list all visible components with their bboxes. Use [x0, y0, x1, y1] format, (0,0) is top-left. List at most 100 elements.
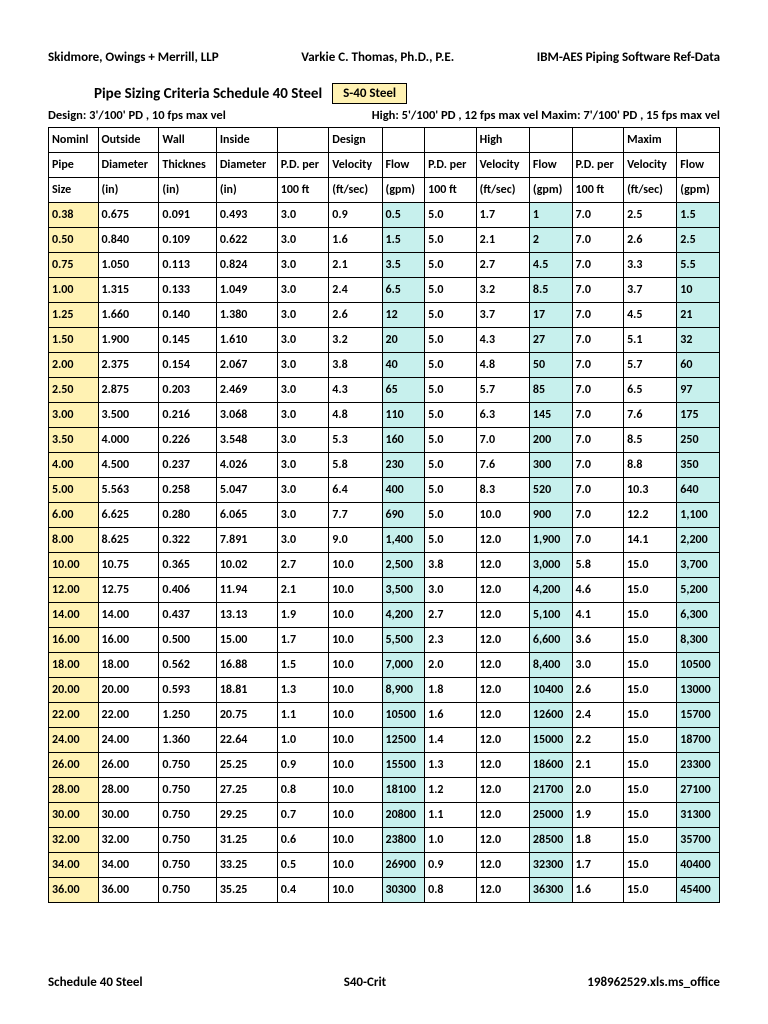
table-cell: 40400 — [677, 853, 720, 878]
table-cell: 0.750 — [159, 828, 216, 853]
table-cell: 12.0 — [476, 578, 529, 603]
table-cell: 4.000 — [98, 428, 159, 453]
table-cell: 0.258 — [159, 478, 216, 503]
table-cell: 34.00 — [49, 853, 99, 878]
table-row: 32.0032.000.75031.250.610.0238001.012.02… — [49, 828, 720, 853]
table-cell: 1.25 — [49, 303, 99, 328]
column-header: Velocity — [329, 153, 382, 178]
table-cell: 1,100 — [677, 503, 720, 528]
table-cell: 10500 — [677, 653, 720, 678]
table-cell: 10.0 — [329, 803, 382, 828]
table-cell: 20 — [382, 328, 425, 353]
table-cell: 3.00 — [49, 403, 99, 428]
table-row: 3.003.5000.2163.0683.04.81105.06.31457.0… — [49, 403, 720, 428]
table-cell: 15700 — [677, 703, 720, 728]
table-cell: 7.0 — [572, 203, 624, 228]
table-cell: 3.0 — [277, 228, 329, 253]
table-cell: 7.6 — [476, 453, 529, 478]
table-cell: 2.875 — [98, 378, 159, 403]
table-cell: 0.750 — [159, 803, 216, 828]
table-cell: 1.610 — [216, 328, 277, 353]
table-cell: 1.315 — [98, 278, 159, 303]
table-cell: 10.3 — [624, 478, 677, 503]
table-cell: 2,500 — [382, 553, 425, 578]
table-row: 30.0030.000.75029.250.710.0208001.112.02… — [49, 803, 720, 828]
table-cell: 0.4 — [277, 878, 329, 903]
footer-center: S40-Crit — [344, 975, 387, 990]
table-cell: 1.1 — [277, 703, 329, 728]
table-cell: 15.0 — [624, 653, 677, 678]
table-cell: 15.0 — [624, 753, 677, 778]
column-header — [529, 128, 572, 153]
column-header: Maxim — [624, 128, 677, 153]
table-cell: 9.0 — [329, 528, 382, 553]
table-cell: 32.00 — [98, 828, 159, 853]
table-cell: 3.7 — [476, 303, 529, 328]
table-cell: 33.25 — [216, 853, 277, 878]
table-row: 1.501.9000.1451.6103.03.2205.04.3277.05.… — [49, 328, 720, 353]
column-header: (ft/sec) — [624, 178, 677, 203]
table-cell: 5.0 — [425, 328, 477, 353]
table-cell: 0.145 — [159, 328, 216, 353]
table-cell: 4.500 — [98, 453, 159, 478]
table-cell: 31.25 — [216, 828, 277, 853]
column-header — [425, 128, 477, 153]
table-cell: 15.0 — [624, 628, 677, 653]
table-cell: 10.0 — [329, 878, 382, 903]
table-cell: 5.0 — [425, 378, 477, 403]
table-cell: 50 — [529, 353, 572, 378]
table-cell: 2.1 — [277, 578, 329, 603]
table-cell: 0.9 — [277, 753, 329, 778]
table-cell: 4.5 — [529, 253, 572, 278]
table-cell: 0.140 — [159, 303, 216, 328]
column-header: Pipe — [49, 153, 99, 178]
table-cell: 5.5 — [677, 253, 720, 278]
table-cell: 20.75 — [216, 703, 277, 728]
table-cell: 8.5 — [529, 278, 572, 303]
table-cell: 5.0 — [425, 278, 477, 303]
table-cell: 8.3 — [476, 478, 529, 503]
table-cell: 0.622 — [216, 228, 277, 253]
table-cell: 1.4 — [425, 728, 477, 753]
table-row: 12.0012.750.40611.942.110.03,5003.012.04… — [49, 578, 720, 603]
table-cell: 0.280 — [159, 503, 216, 528]
table-cell: 10.0 — [329, 853, 382, 878]
table-cell: 0.406 — [159, 578, 216, 603]
table-cell: 5.563 — [98, 478, 159, 503]
table-cell: 7.6 — [624, 403, 677, 428]
table-cell: 15.0 — [624, 828, 677, 853]
table-row: 28.0028.000.75027.250.810.0181001.212.02… — [49, 778, 720, 803]
column-header: Diameter — [98, 153, 159, 178]
table-cell: 4.026 — [216, 453, 277, 478]
table-cell: 1.380 — [216, 303, 277, 328]
header-left: Skidmore, Owings + Merrill, LLP — [48, 50, 219, 65]
column-header: Diameter — [216, 153, 277, 178]
table-cell: 2.6 — [624, 228, 677, 253]
design-right: High: 5'/100' PD , 12 fps max vel Maxim:… — [372, 108, 720, 123]
column-header: (gpm) — [529, 178, 572, 203]
table-cell: 10.0 — [329, 678, 382, 703]
table-cell: 3.0 — [277, 378, 329, 403]
table-cell: 15.0 — [624, 603, 677, 628]
table-cell: 85 — [529, 378, 572, 403]
table-cell: 65 — [382, 378, 425, 403]
table-cell: 8.5 — [624, 428, 677, 453]
table-cell: 0.437 — [159, 603, 216, 628]
table-cell: 18600 — [529, 753, 572, 778]
table-cell: 14.1 — [624, 528, 677, 553]
table-cell: 1.7 — [572, 853, 624, 878]
table-cell: 6.065 — [216, 503, 277, 528]
table-row: 0.751.0500.1130.8243.02.13.55.02.74.57.0… — [49, 253, 720, 278]
table-cell: 12.0 — [476, 803, 529, 828]
table-cell: 4.8 — [476, 353, 529, 378]
table-header: NominlOutsideWallInsideDesignHighMaximPi… — [49, 128, 720, 203]
table-cell: 12.0 — [476, 653, 529, 678]
table-cell: 7.0 — [572, 528, 624, 553]
table-row: 10.0010.750.36510.022.710.02,5003.812.03… — [49, 553, 720, 578]
table-cell: 2.067 — [216, 353, 277, 378]
table-cell: 10.0 — [329, 703, 382, 728]
table-cell: 6.4 — [329, 478, 382, 503]
table-cell: 1.5 — [677, 203, 720, 228]
table-cell: 3.0 — [277, 353, 329, 378]
table-cell: 3.8 — [329, 353, 382, 378]
